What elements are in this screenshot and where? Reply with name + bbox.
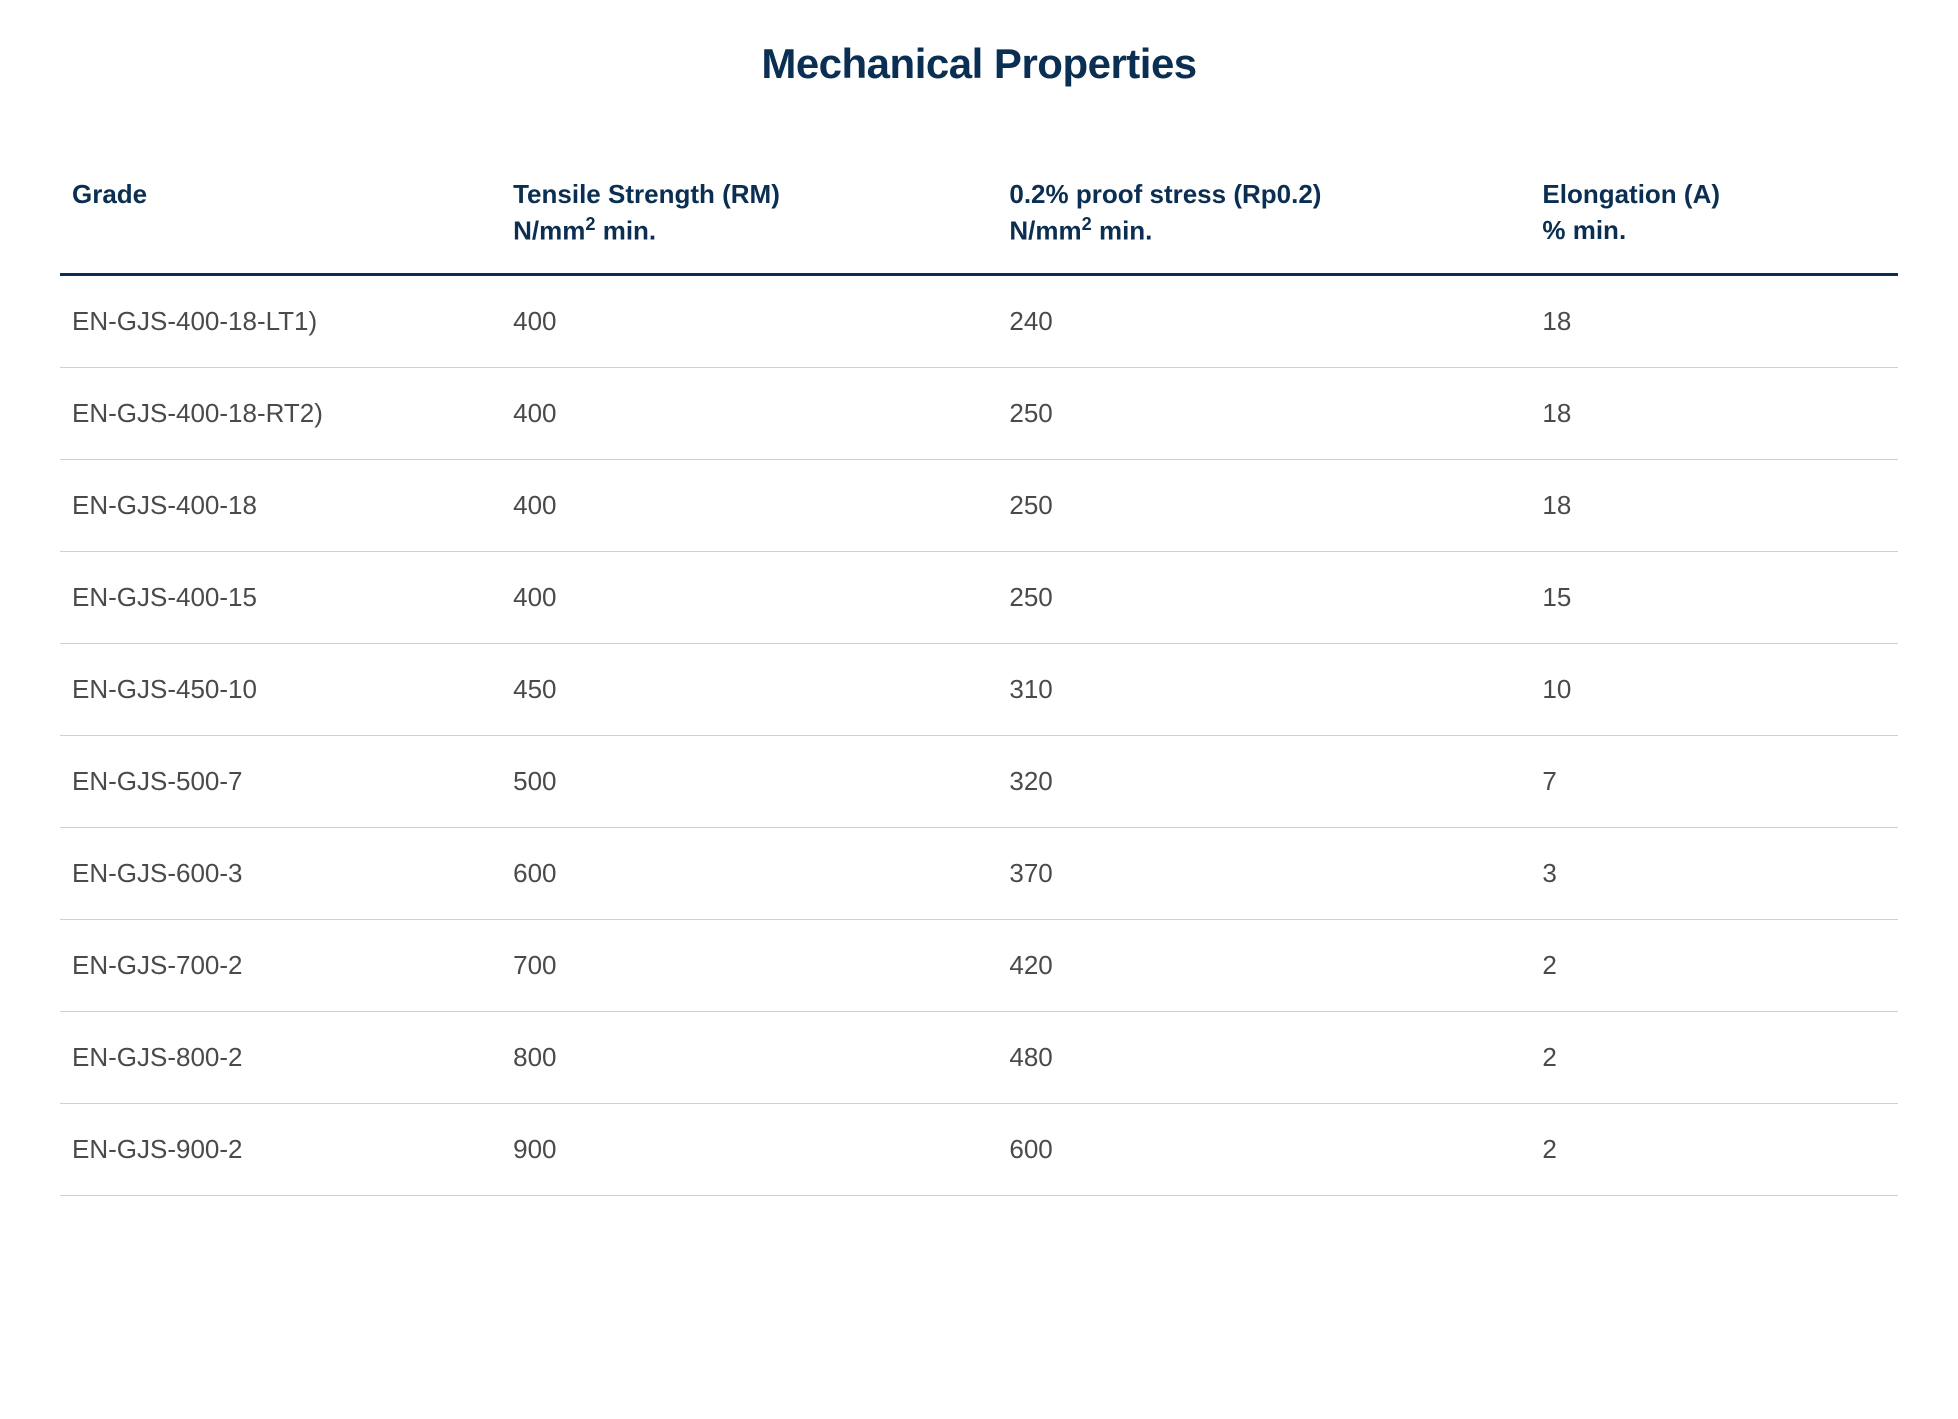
table-row: EN-GJS-400-1540025015 bbox=[60, 552, 1898, 644]
cell-grade: EN-GJS-450-10 bbox=[60, 644, 501, 736]
cell-proof: 250 bbox=[997, 460, 1530, 552]
header-unit-pre: N/mm bbox=[1009, 216, 1081, 246]
cell-elongation: 2 bbox=[1530, 1104, 1898, 1196]
cell-grade: EN-GJS-400-18 bbox=[60, 460, 501, 552]
header-label: Grade bbox=[72, 179, 147, 209]
cell-tensile: 600 bbox=[501, 828, 997, 920]
cell-tensile: 900 bbox=[501, 1104, 997, 1196]
cell-grade: EN-GJS-900-2 bbox=[60, 1104, 501, 1196]
page-title: Mechanical Properties bbox=[60, 40, 1898, 88]
cell-grade: EN-GJS-400-18-RT2) bbox=[60, 368, 501, 460]
table-row: EN-GJS-700-27004202 bbox=[60, 920, 1898, 1012]
cell-elongation: 7 bbox=[1530, 736, 1898, 828]
header-unit-sup: 2 bbox=[585, 214, 595, 234]
cell-proof: 250 bbox=[997, 368, 1530, 460]
column-header-elongation: Elongation (A) % min. bbox=[1530, 158, 1898, 275]
cell-tensile: 400 bbox=[501, 368, 997, 460]
cell-tensile: 400 bbox=[501, 552, 997, 644]
properties-table-container: Grade Tensile Strength (RM) N/mm2 min. 0… bbox=[60, 158, 1898, 1196]
column-header-grade: Grade bbox=[60, 158, 501, 275]
header-unit: % min. bbox=[1542, 215, 1626, 245]
cell-elongation: 3 bbox=[1530, 828, 1898, 920]
table-row: EN-GJS-450-1045031010 bbox=[60, 644, 1898, 736]
properties-table: Grade Tensile Strength (RM) N/mm2 min. 0… bbox=[60, 158, 1898, 1196]
cell-grade: EN-GJS-700-2 bbox=[60, 920, 501, 1012]
cell-proof: 480 bbox=[997, 1012, 1530, 1104]
header-unit-pre: N/mm bbox=[513, 216, 585, 246]
cell-grade: EN-GJS-400-18-LT1) bbox=[60, 275, 501, 368]
cell-proof: 310 bbox=[997, 644, 1530, 736]
cell-tensile: 450 bbox=[501, 644, 997, 736]
column-header-tensile: Tensile Strength (RM) N/mm2 min. bbox=[501, 158, 997, 275]
cell-grade: EN-GJS-400-15 bbox=[60, 552, 501, 644]
table-row: EN-GJS-400-1840025018 bbox=[60, 460, 1898, 552]
cell-elongation: 10 bbox=[1530, 644, 1898, 736]
cell-elongation: 2 bbox=[1530, 920, 1898, 1012]
cell-elongation: 2 bbox=[1530, 1012, 1898, 1104]
cell-proof: 600 bbox=[997, 1104, 1530, 1196]
table-row: EN-GJS-500-75003207 bbox=[60, 736, 1898, 828]
cell-proof: 370 bbox=[997, 828, 1530, 920]
table-row: EN-GJS-400-18-RT2)40025018 bbox=[60, 368, 1898, 460]
cell-tensile: 500 bbox=[501, 736, 997, 828]
cell-proof: 320 bbox=[997, 736, 1530, 828]
table-header-row: Grade Tensile Strength (RM) N/mm2 min. 0… bbox=[60, 158, 1898, 275]
cell-grade: EN-GJS-800-2 bbox=[60, 1012, 501, 1104]
cell-elongation: 18 bbox=[1530, 460, 1898, 552]
table-body: EN-GJS-400-18-LT1)40024018EN-GJS-400-18-… bbox=[60, 275, 1898, 1196]
cell-grade: EN-GJS-500-7 bbox=[60, 736, 501, 828]
cell-tensile: 400 bbox=[501, 275, 997, 368]
cell-tensile: 700 bbox=[501, 920, 997, 1012]
cell-elongation: 18 bbox=[1530, 368, 1898, 460]
cell-proof: 240 bbox=[997, 275, 1530, 368]
header-label: Tensile Strength (RM) bbox=[513, 179, 780, 209]
header-label: Elongation (A) bbox=[1542, 179, 1720, 209]
header-label: 0.2% proof stress (Rp0.2) bbox=[1009, 179, 1321, 209]
column-header-proof: 0.2% proof stress (Rp0.2) N/mm2 min. bbox=[997, 158, 1530, 275]
cell-proof: 420 bbox=[997, 920, 1530, 1012]
table-row: EN-GJS-800-28004802 bbox=[60, 1012, 1898, 1104]
header-unit-post: min. bbox=[595, 216, 656, 246]
cell-tensile: 400 bbox=[501, 460, 997, 552]
cell-tensile: 800 bbox=[501, 1012, 997, 1104]
table-row: EN-GJS-900-29006002 bbox=[60, 1104, 1898, 1196]
cell-grade: EN-GJS-600-3 bbox=[60, 828, 501, 920]
cell-elongation: 15 bbox=[1530, 552, 1898, 644]
table-row: EN-GJS-600-36003703 bbox=[60, 828, 1898, 920]
table-row: EN-GJS-400-18-LT1)40024018 bbox=[60, 275, 1898, 368]
header-unit-sup: 2 bbox=[1082, 214, 1092, 234]
header-unit-post: min. bbox=[1092, 216, 1153, 246]
cell-proof: 250 bbox=[997, 552, 1530, 644]
cell-elongation: 18 bbox=[1530, 275, 1898, 368]
